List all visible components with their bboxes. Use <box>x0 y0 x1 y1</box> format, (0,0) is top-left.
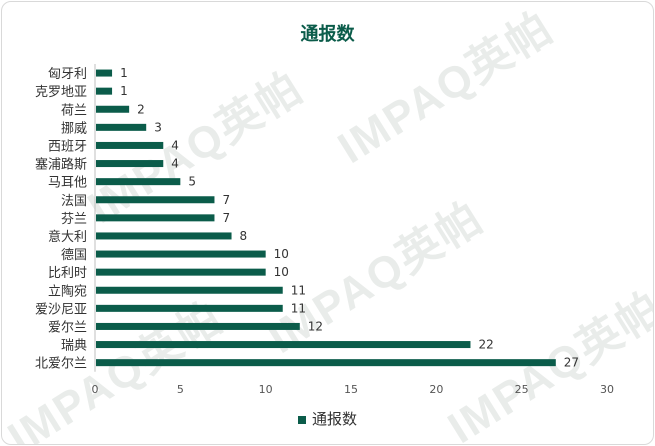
bar <box>96 341 471 349</box>
data-label: 3 <box>154 120 162 134</box>
x-tick-label: 15 <box>344 383 358 396</box>
bar <box>96 286 283 294</box>
bar <box>96 359 556 367</box>
data-label: 2 <box>137 102 145 116</box>
bar <box>96 160 164 168</box>
category-label: 西班牙 <box>48 139 87 154</box>
bar <box>96 105 130 113</box>
category-label: 瑞典 <box>61 339 87 354</box>
data-label: 10 <box>274 265 289 279</box>
bar <box>96 322 300 330</box>
bar <box>96 304 283 312</box>
category-label: 立陶宛 <box>48 283 87 299</box>
data-label: 11 <box>291 283 306 297</box>
bar <box>96 123 147 131</box>
data-label: 7 <box>222 193 230 207</box>
x-tick-label: 30 <box>600 383 614 396</box>
category-label: 意大利 <box>48 229 87 245</box>
bar <box>96 178 181 186</box>
x-tick-label: 5 <box>177 383 184 396</box>
x-tick-label: 25 <box>515 383 529 396</box>
category-label: 德国 <box>61 248 87 263</box>
legend-swatch <box>297 415 306 424</box>
category-label: 芬兰 <box>61 212 87 227</box>
x-tick-label: 0 <box>92 383 99 396</box>
data-label: 10 <box>274 247 289 261</box>
data-label: 8 <box>240 229 248 243</box>
category-label: 比利时 <box>48 266 87 281</box>
data-label: 1 <box>120 66 128 80</box>
data-label: 1 <box>120 84 128 98</box>
bar <box>96 69 113 77</box>
legend-label: 通报数 <box>311 410 357 428</box>
category-label: 匈牙利 <box>48 67 87 82</box>
category-label: 爱沙尼亚 <box>35 302 87 317</box>
data-label: 4 <box>171 138 179 152</box>
data-label: 5 <box>188 175 196 189</box>
bar <box>96 141 164 149</box>
chart-title: 通报数 <box>300 24 355 45</box>
bar <box>96 250 266 258</box>
data-label: 22 <box>478 338 493 352</box>
category-label: 法国 <box>61 194 87 209</box>
x-tick-label: 10 <box>259 383 273 396</box>
data-label: 7 <box>222 211 230 225</box>
data-label: 11 <box>291 301 306 315</box>
category-label: 荷兰 <box>61 103 87 118</box>
category-label: 北爱尔兰 <box>35 357 87 372</box>
bar <box>96 214 215 222</box>
legend: 通报数 <box>2 408 653 429</box>
category-label: 塞浦路斯 <box>35 157 87 173</box>
data-label: 12 <box>308 319 323 333</box>
bar <box>96 87 113 95</box>
x-tick-label: 20 <box>429 383 443 396</box>
category-label: 爱尔兰 <box>48 320 87 335</box>
category-label: 马耳他 <box>48 176 87 191</box>
bar <box>96 232 232 240</box>
category-label: 挪威 <box>61 121 87 136</box>
category-label: 克罗地亚 <box>35 85 87 100</box>
data-label: 27 <box>564 356 579 370</box>
bar <box>96 196 215 204</box>
bar <box>96 268 266 276</box>
data-label: 4 <box>171 157 179 171</box>
